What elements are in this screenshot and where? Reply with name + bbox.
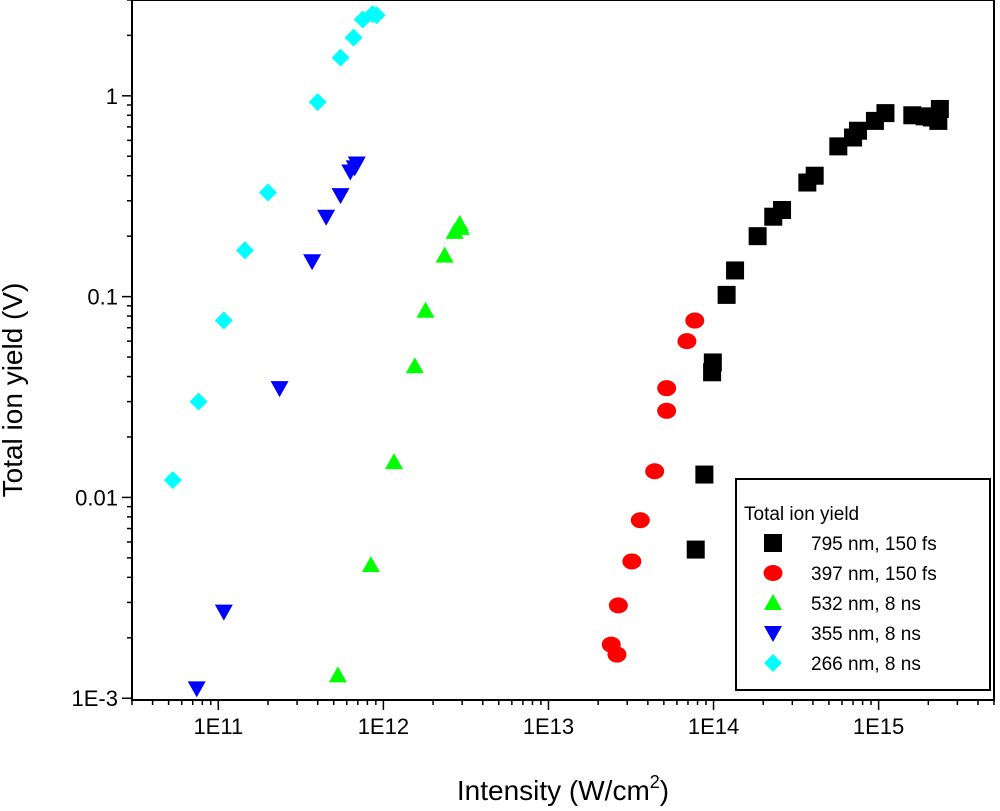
series-1	[686, 99, 949, 559]
legend-marker	[763, 565, 783, 581]
y-tick-label: 1E-3	[72, 686, 118, 711]
series-4	[187, 156, 366, 698]
data-point	[214, 311, 233, 330]
data-point	[645, 463, 665, 480]
data-point	[416, 301, 435, 318]
legend-title: Total ion yield	[744, 504, 859, 525]
data-point	[308, 93, 327, 112]
plot-frame	[131, 0, 995, 701]
data-point	[748, 227, 767, 246]
legend-label: 355 nm, 8 ns	[811, 624, 921, 645]
data-point	[805, 166, 824, 185]
data-point	[686, 540, 705, 559]
data-point	[685, 312, 705, 329]
data-point	[214, 604, 233, 621]
data-point	[331, 188, 350, 205]
legend-label: 397 nm, 150 fs	[811, 564, 937, 585]
legend-marker	[764, 654, 782, 672]
data-point	[876, 104, 895, 123]
x-tick-label: 1E15	[853, 714, 904, 739]
x-tick-label: 1E14	[688, 714, 739, 739]
data-point	[829, 137, 848, 156]
x-axis-title-main: Intensity (W/cm	[457, 775, 650, 806]
data-point	[361, 556, 380, 573]
data-point	[270, 381, 289, 398]
data-point	[367, 6, 386, 25]
y-axis-title: Total ion yield (V)	[0, 283, 28, 498]
data-points	[163, 5, 949, 698]
data-point	[703, 353, 722, 372]
tick-labels: 1E11 1E12 1E13 1E14 1E15 1E-3 0.01 0.1 1	[72, 84, 905, 739]
data-point	[677, 333, 697, 350]
legend-marker	[764, 626, 782, 642]
data-point	[630, 512, 650, 529]
y-tick-label: 0.1	[87, 285, 118, 310]
data-point	[235, 241, 254, 260]
data-point	[317, 209, 336, 226]
legend-marker	[764, 594, 782, 610]
data-point	[930, 99, 949, 118]
series-5	[163, 5, 386, 490]
data-point	[657, 402, 677, 419]
legend-label: 266 nm, 8 ns	[811, 654, 921, 675]
data-point	[259, 183, 278, 202]
x-tick-label: 1E11	[193, 714, 243, 739]
data-point	[328, 666, 347, 683]
legend: Total ion yield 795 nm, 150 fs 397 nm, 15…	[735, 478, 991, 691]
data-point	[344, 28, 363, 47]
data-point	[451, 218, 470, 235]
x-tick-label: 1E13	[523, 714, 574, 739]
x-axis-title-superscript: 2	[650, 772, 660, 792]
data-point	[848, 121, 867, 140]
legend-label: 795 nm, 150 fs	[811, 534, 937, 555]
data-point	[695, 465, 714, 484]
data-point	[189, 392, 208, 411]
x-axis-title: Intensity (W/cm2)	[457, 772, 669, 806]
data-point	[331, 48, 350, 67]
x-tick-label: 1E12	[358, 714, 409, 739]
data-point	[657, 380, 677, 397]
data-point	[187, 681, 206, 698]
data-point	[303, 254, 322, 271]
legend-label: 532 nm, 8 ns	[811, 594, 921, 615]
data-point	[773, 200, 792, 219]
data-point	[622, 553, 642, 570]
legend-box	[735, 478, 991, 691]
data-point	[385, 453, 404, 470]
data-point	[435, 246, 454, 263]
series-3	[328, 214, 470, 683]
series-2	[601, 312, 705, 663]
data-point	[726, 261, 745, 280]
data-point	[608, 597, 628, 614]
data-point	[347, 156, 366, 173]
data-point	[163, 471, 182, 490]
data-point	[607, 646, 627, 663]
data-point	[405, 357, 424, 374]
legend-items: 795 nm, 150 fs 397 nm, 150 fs 532 nm, 8 ns…	[763, 534, 937, 675]
x-axis-title-close: )	[660, 775, 669, 806]
y-tick-label: 0.01	[75, 485, 118, 510]
y-tick-label: 1	[106, 84, 118, 109]
data-point	[717, 285, 736, 304]
legend-marker	[764, 534, 782, 552]
